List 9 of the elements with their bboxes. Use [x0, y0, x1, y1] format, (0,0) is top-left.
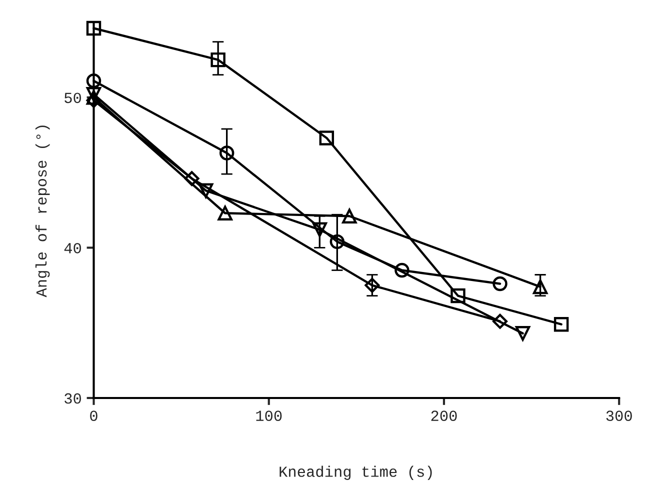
y-tick-label: 30 — [64, 393, 81, 404]
y-axis-title: Angle of repose (°) — [35, 126, 50, 298]
x-tick-label: 0 — [90, 410, 98, 422]
y-tick-label: 50 — [64, 92, 81, 104]
x-tick-label: 200 — [431, 410, 457, 422]
x-axis-title: Kneading time (s) — [280, 466, 432, 480]
x-tick-label: 300 — [606, 410, 632, 422]
x-tick-label: 100 — [256, 410, 282, 422]
y-tick-label: 40 — [64, 243, 81, 254]
